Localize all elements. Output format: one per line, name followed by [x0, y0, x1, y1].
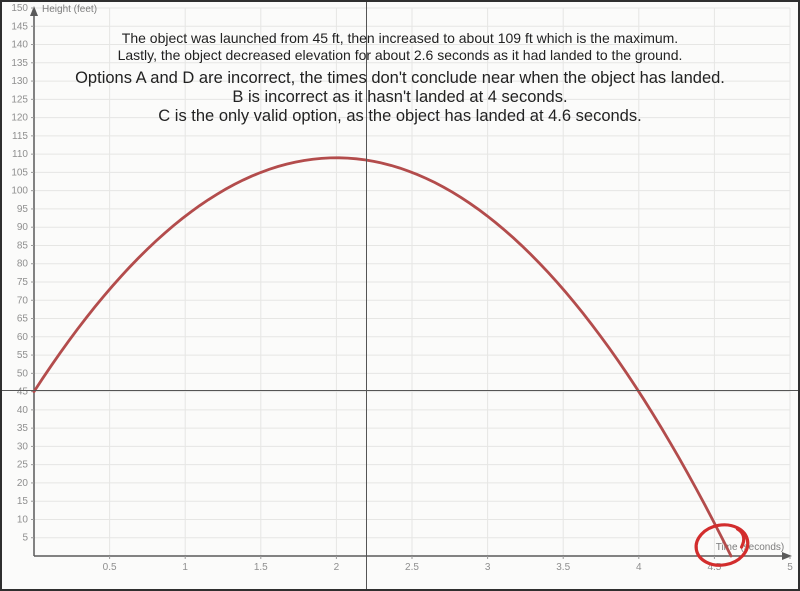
svg-text:100: 100	[11, 186, 28, 197]
svg-text:30: 30	[17, 441, 29, 452]
chart-frame: 5101520253035404550556065707580859095100…	[0, 0, 800, 591]
svg-text:95: 95	[17, 204, 29, 215]
svg-text:130: 130	[11, 76, 28, 87]
svg-text:40: 40	[17, 405, 29, 416]
svg-text:4: 4	[636, 562, 642, 573]
svg-text:Height (feet): Height (feet)	[42, 4, 97, 15]
svg-text:15: 15	[17, 496, 29, 507]
svg-text:150: 150	[11, 3, 28, 14]
svg-text:60: 60	[17, 332, 29, 343]
svg-text:135: 135	[11, 58, 28, 69]
svg-text:2: 2	[334, 562, 340, 573]
svg-text:120: 120	[11, 113, 28, 124]
svg-text:145: 145	[11, 21, 28, 32]
svg-text:55: 55	[17, 350, 29, 361]
svg-text:1: 1	[182, 562, 188, 573]
svg-text:25: 25	[17, 460, 29, 471]
svg-text:50: 50	[17, 368, 29, 379]
svg-text:3.5: 3.5	[556, 562, 570, 573]
svg-text:0.5: 0.5	[103, 562, 117, 573]
svg-text:70: 70	[17, 295, 29, 306]
svg-text:10: 10	[17, 514, 29, 525]
svg-text:90: 90	[17, 222, 29, 233]
svg-text:115: 115	[12, 131, 28, 142]
svg-text:105: 105	[11, 167, 28, 178]
svg-text:65: 65	[17, 314, 29, 325]
projectile-chart: 5101520253035404550556065707580859095100…	[2, 2, 798, 589]
svg-text:5: 5	[787, 562, 793, 573]
svg-text:2.5: 2.5	[405, 562, 419, 573]
svg-text:80: 80	[17, 259, 29, 270]
svg-text:35: 35	[17, 423, 29, 434]
svg-text:75: 75	[17, 277, 29, 288]
svg-text:140: 140	[11, 40, 28, 51]
svg-text:85: 85	[17, 240, 29, 251]
svg-text:5: 5	[22, 533, 28, 544]
svg-text:1.5: 1.5	[254, 562, 268, 573]
svg-text:125: 125	[11, 94, 28, 105]
svg-text:3: 3	[485, 562, 491, 573]
svg-text:110: 110	[12, 149, 28, 160]
svg-text:45: 45	[17, 387, 29, 398]
svg-text:20: 20	[17, 478, 29, 489]
